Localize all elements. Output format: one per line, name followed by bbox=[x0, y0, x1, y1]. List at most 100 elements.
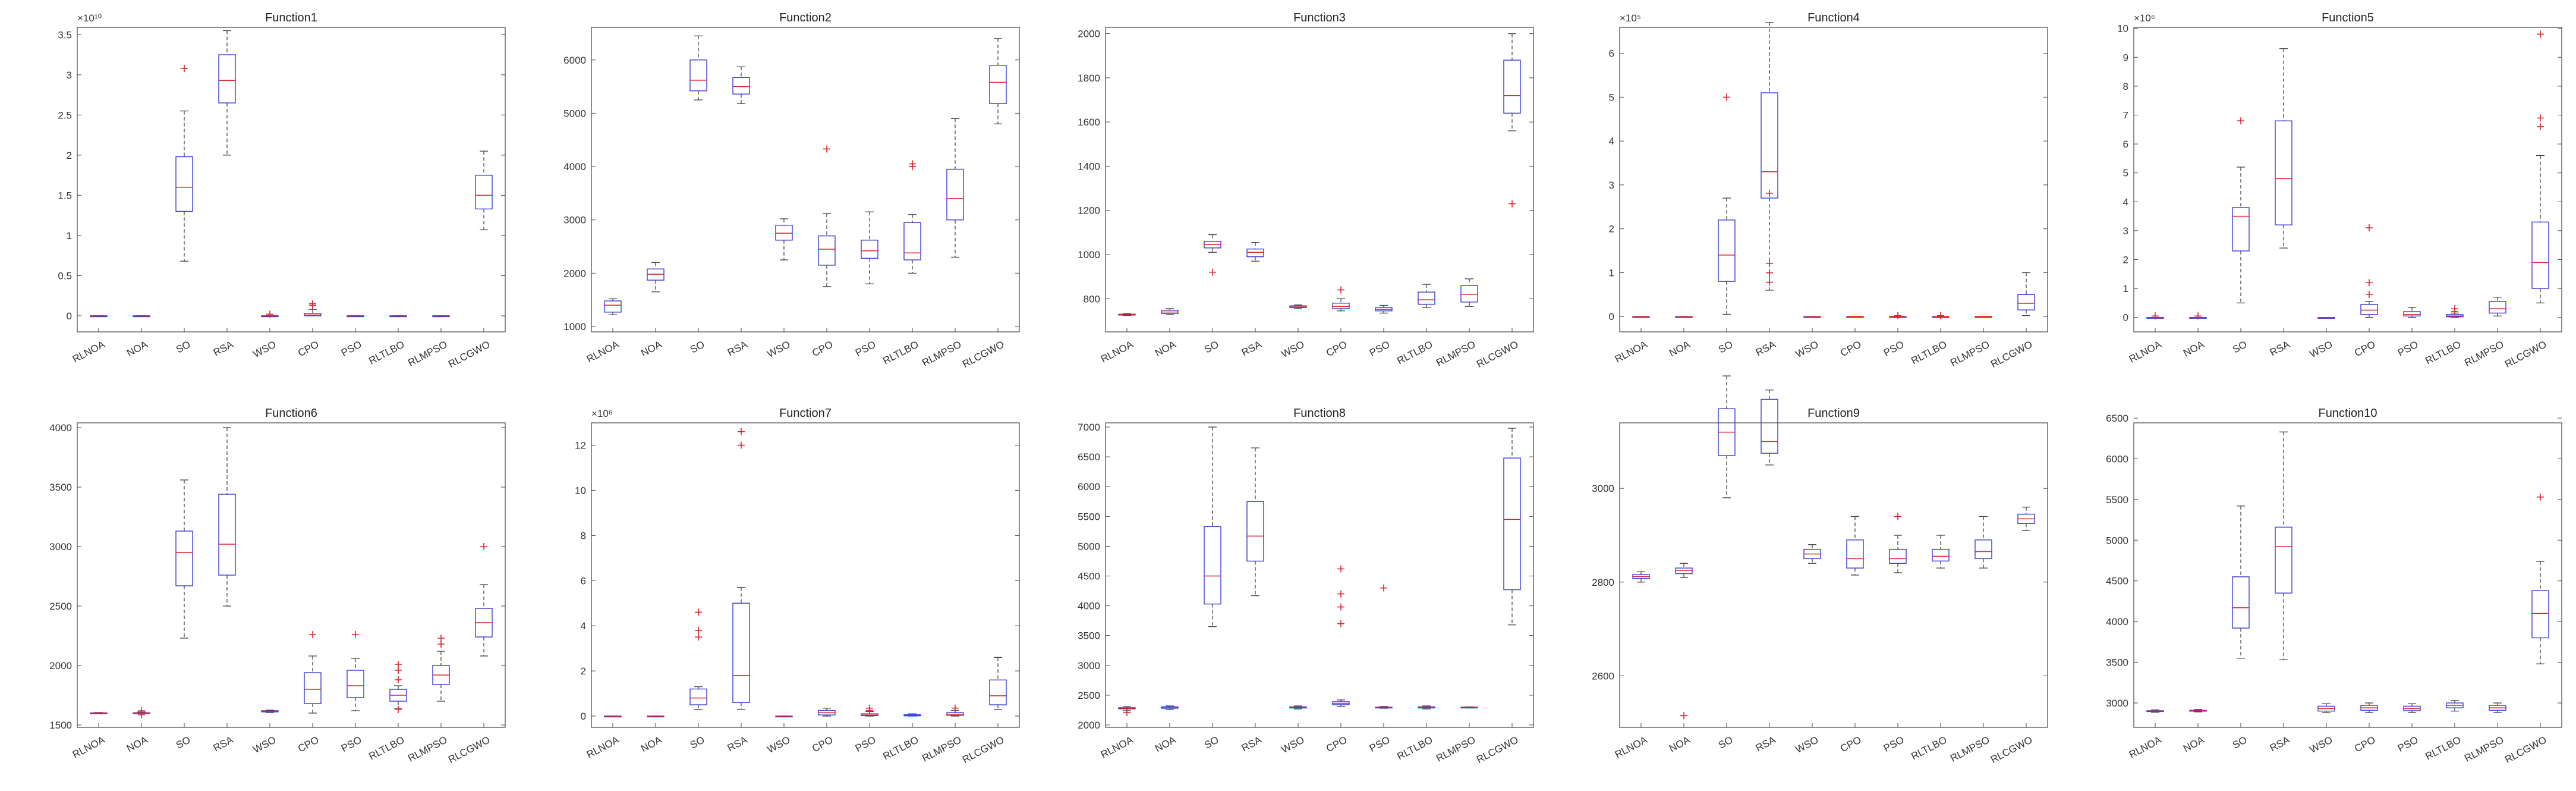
iqr-box bbox=[175, 531, 193, 586]
iqr-box bbox=[1503, 59, 1521, 114]
iqr-box bbox=[2232, 576, 2250, 629]
y-tick-label: 3 bbox=[67, 70, 72, 81]
panel-title: Function3 bbox=[1293, 11, 1346, 24]
y-tick-label: 6500 bbox=[1078, 451, 1100, 463]
outlier-marker bbox=[695, 608, 702, 616]
y-tick-label: 3.5 bbox=[58, 29, 72, 40]
box-rltlbo bbox=[1932, 312, 1950, 319]
y-tick-label: 6000 bbox=[563, 55, 586, 66]
iqr-box bbox=[1246, 249, 1264, 258]
panel-title: Function2 bbox=[779, 11, 832, 24]
y-tick-label: 4 bbox=[581, 620, 586, 632]
box-so bbox=[2232, 117, 2250, 304]
outlier-marker bbox=[2451, 305, 2458, 313]
y-tick-label: 2 bbox=[581, 666, 586, 677]
y-tick-label: 3000 bbox=[1592, 483, 1614, 494]
panel-title: Function1 bbox=[265, 11, 317, 24]
box-rlcgwo bbox=[1503, 428, 1521, 626]
y-tick-label: 6000 bbox=[2106, 453, 2128, 464]
y-tick-label: 1000 bbox=[563, 321, 586, 332]
box-wso bbox=[261, 310, 279, 318]
box-pso bbox=[1375, 584, 1393, 709]
y-tick-label: 5000 bbox=[1078, 541, 1100, 552]
box-rltlbo bbox=[389, 661, 407, 713]
iqr-box bbox=[1846, 539, 1864, 569]
axes-frame bbox=[1105, 422, 1534, 728]
y-tick-label: 3000 bbox=[2106, 698, 2128, 709]
iqr-box bbox=[861, 240, 878, 259]
box-rsa bbox=[1246, 241, 1264, 262]
outlier-marker bbox=[695, 633, 702, 641]
box-rlnoa bbox=[1118, 313, 1136, 316]
outlier-marker bbox=[352, 631, 359, 638]
box-rsa bbox=[1761, 22, 1778, 291]
iqr-box bbox=[689, 688, 707, 705]
axis-exponent: ×10⁶ bbox=[2134, 12, 2155, 24]
y-tick-label: 4500 bbox=[1078, 571, 1100, 582]
box-rlnoa bbox=[604, 715, 622, 718]
box-rlmpso bbox=[1974, 316, 1992, 318]
y-tick-label: 1 bbox=[67, 230, 72, 241]
axes-frame bbox=[1619, 27, 2048, 332]
axes-frame bbox=[2133, 422, 2562, 728]
panel-title: Function7 bbox=[779, 407, 832, 420]
y-tick-label: 6 bbox=[2123, 139, 2128, 150]
outlier-marker bbox=[1209, 268, 1216, 276]
axes-frame bbox=[77, 422, 506, 728]
box-cpo bbox=[1846, 316, 1864, 318]
outlier-marker bbox=[952, 704, 959, 712]
box-wso bbox=[1289, 705, 1307, 710]
iqr-box bbox=[689, 59, 707, 92]
y-tick-label: 2000 bbox=[1078, 29, 1100, 40]
outlier-marker bbox=[2366, 279, 2373, 287]
axis-exponent: ×10¹⁰ bbox=[77, 12, 102, 24]
outlier-marker bbox=[1894, 312, 1901, 319]
outlier-marker bbox=[309, 300, 316, 307]
box-rlnoa bbox=[2146, 709, 2164, 713]
iqr-box bbox=[946, 168, 964, 221]
y-tick-label: 0 bbox=[1609, 311, 1614, 322]
y-tick-label: 8 bbox=[581, 530, 586, 541]
box-rlcgwo bbox=[2017, 507, 2035, 531]
y-tick-label: 5500 bbox=[1078, 511, 1100, 522]
y-tick-label: 2000 bbox=[49, 660, 72, 671]
iqr-box bbox=[475, 174, 493, 210]
y-tick-label: 5000 bbox=[563, 108, 586, 119]
y-tick-label: 2800 bbox=[1592, 577, 1614, 588]
outlier-marker bbox=[395, 706, 402, 713]
box-cpo bbox=[304, 631, 322, 714]
y-tick-label: 1 bbox=[2123, 283, 2128, 294]
box-so bbox=[1204, 426, 1221, 627]
y-tick-label: 9 bbox=[2123, 52, 2128, 63]
box-rlmpso bbox=[1460, 706, 1478, 709]
box-rsa bbox=[218, 30, 236, 156]
box-rlmpso bbox=[1974, 516, 1992, 569]
y-tick-label: 4000 bbox=[563, 161, 586, 172]
box-cpo bbox=[818, 145, 836, 287]
y-tick-label: 2.5 bbox=[58, 109, 72, 121]
y-tick-label: 0 bbox=[67, 310, 72, 322]
box-rlnoa bbox=[2146, 312, 2164, 320]
y-tick-label: 1800 bbox=[1078, 73, 1100, 84]
y-tick-label: 3500 bbox=[2106, 657, 2128, 668]
box-rlcgwo bbox=[2531, 30, 2549, 304]
iqr-box bbox=[2232, 207, 2250, 252]
outlier-marker bbox=[1337, 620, 1344, 627]
axes-frame bbox=[591, 422, 1020, 728]
y-tick-label: 3 bbox=[1609, 180, 1614, 191]
outlier-marker bbox=[823, 145, 830, 153]
box-cpo bbox=[1332, 286, 1350, 312]
box-rsa bbox=[2275, 431, 2292, 661]
box-so bbox=[1718, 375, 1736, 498]
panel-title: Function4 bbox=[1807, 11, 1860, 24]
iqr-box bbox=[304, 672, 322, 704]
outlier-marker bbox=[395, 661, 402, 668]
outlier-marker bbox=[1766, 189, 1773, 197]
box-rlcgwo bbox=[2017, 272, 2035, 316]
outlier-marker bbox=[738, 441, 745, 449]
y-tick-label: 4000 bbox=[49, 422, 72, 434]
outlier-marker bbox=[1337, 603, 1344, 611]
iqr-box bbox=[903, 222, 921, 260]
box-rlnoa bbox=[1632, 571, 1650, 583]
